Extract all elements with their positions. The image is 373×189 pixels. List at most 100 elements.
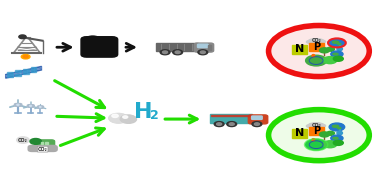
FancyBboxPatch shape — [31, 70, 37, 72]
Text: N: N — [295, 129, 304, 139]
Ellipse shape — [332, 125, 339, 127]
FancyBboxPatch shape — [7, 75, 13, 77]
Circle shape — [30, 139, 41, 144]
Circle shape — [331, 135, 343, 141]
FancyBboxPatch shape — [81, 37, 118, 57]
FancyBboxPatch shape — [309, 127, 324, 135]
Circle shape — [19, 35, 26, 39]
Circle shape — [26, 57, 28, 58]
Circle shape — [109, 114, 128, 123]
Ellipse shape — [312, 139, 315, 141]
Circle shape — [30, 105, 31, 106]
Text: CO₂: CO₂ — [18, 138, 28, 143]
Circle shape — [333, 56, 343, 61]
FancyBboxPatch shape — [292, 45, 307, 54]
FancyBboxPatch shape — [23, 72, 29, 74]
Text: CO₂: CO₂ — [311, 122, 321, 128]
Circle shape — [23, 57, 25, 58]
Ellipse shape — [308, 123, 324, 127]
Circle shape — [323, 141, 337, 148]
FancyBboxPatch shape — [15, 70, 21, 72]
FancyBboxPatch shape — [15, 74, 21, 76]
Circle shape — [121, 115, 137, 123]
Ellipse shape — [333, 53, 338, 55]
Ellipse shape — [333, 137, 338, 139]
Ellipse shape — [318, 124, 326, 127]
Ellipse shape — [332, 41, 339, 43]
Circle shape — [25, 55, 26, 56]
FancyBboxPatch shape — [251, 116, 262, 119]
Circle shape — [112, 114, 118, 118]
Circle shape — [175, 51, 180, 53]
FancyBboxPatch shape — [210, 115, 252, 123]
Ellipse shape — [338, 43, 341, 45]
Circle shape — [323, 57, 337, 64]
FancyBboxPatch shape — [35, 142, 37, 146]
Circle shape — [27, 56, 28, 57]
Circle shape — [214, 122, 224, 127]
Circle shape — [163, 51, 167, 53]
Circle shape — [25, 57, 26, 58]
FancyBboxPatch shape — [37, 106, 44, 108]
Circle shape — [252, 122, 262, 127]
Polygon shape — [113, 44, 116, 45]
Text: N: N — [295, 44, 304, 54]
Ellipse shape — [338, 127, 341, 129]
Circle shape — [319, 132, 329, 137]
Circle shape — [17, 137, 29, 143]
Ellipse shape — [337, 131, 342, 135]
FancyBboxPatch shape — [31, 67, 37, 69]
FancyBboxPatch shape — [23, 69, 29, 71]
FancyBboxPatch shape — [45, 142, 48, 144]
Circle shape — [333, 140, 343, 145]
FancyBboxPatch shape — [194, 43, 214, 52]
FancyBboxPatch shape — [211, 115, 251, 116]
Circle shape — [120, 115, 136, 123]
FancyBboxPatch shape — [292, 129, 307, 138]
Circle shape — [123, 116, 128, 118]
Circle shape — [305, 55, 327, 66]
Circle shape — [160, 50, 170, 55]
Text: CO₂: CO₂ — [38, 147, 47, 152]
Circle shape — [329, 39, 345, 47]
Circle shape — [329, 123, 345, 131]
Polygon shape — [6, 66, 41, 78]
Circle shape — [269, 110, 369, 161]
Circle shape — [109, 113, 128, 123]
Circle shape — [331, 51, 343, 57]
FancyBboxPatch shape — [107, 41, 110, 44]
Ellipse shape — [337, 47, 342, 51]
Circle shape — [200, 51, 205, 53]
Ellipse shape — [318, 40, 326, 43]
Circle shape — [327, 131, 335, 135]
FancyBboxPatch shape — [28, 145, 57, 151]
Circle shape — [319, 48, 329, 53]
Text: P: P — [313, 42, 320, 52]
FancyBboxPatch shape — [311, 57, 315, 60]
Circle shape — [327, 47, 335, 51]
FancyBboxPatch shape — [156, 43, 198, 51]
Circle shape — [23, 56, 25, 57]
Text: H: H — [134, 101, 153, 122]
FancyBboxPatch shape — [198, 44, 208, 48]
Text: P: P — [313, 126, 320, 136]
Circle shape — [227, 122, 236, 127]
Circle shape — [198, 50, 208, 55]
FancyBboxPatch shape — [27, 105, 34, 107]
Circle shape — [21, 54, 30, 59]
Text: CO₂: CO₂ — [311, 38, 321, 43]
Circle shape — [305, 139, 327, 150]
Circle shape — [17, 104, 19, 105]
FancyBboxPatch shape — [105, 39, 111, 41]
FancyBboxPatch shape — [7, 72, 13, 74]
FancyBboxPatch shape — [36, 140, 54, 147]
Ellipse shape — [312, 55, 315, 57]
Circle shape — [229, 123, 234, 125]
Circle shape — [173, 50, 182, 55]
Circle shape — [217, 123, 222, 125]
FancyBboxPatch shape — [15, 104, 22, 106]
Circle shape — [269, 26, 369, 77]
Circle shape — [254, 123, 260, 125]
FancyBboxPatch shape — [41, 142, 43, 144]
FancyBboxPatch shape — [311, 141, 315, 144]
